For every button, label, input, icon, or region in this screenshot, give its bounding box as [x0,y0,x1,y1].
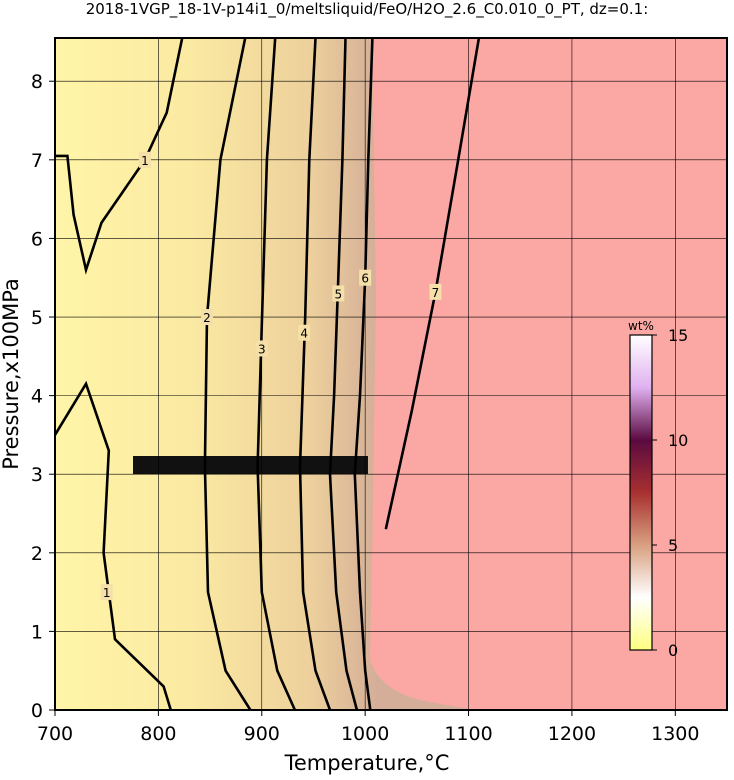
y-tick-label: 3 [31,464,43,486]
y-tick-label: 6 [31,228,43,250]
colorbar: wt% 0 5 10 15 [628,319,688,660]
contour-label: 6 [361,272,369,286]
chart-title: 2018-1VGP_18-1V-p14i1_0/meltsliquid/FeO/… [86,0,649,19]
y-tick-label: 7 [31,150,43,172]
contour-label-bg [332,285,345,302]
contour-label-bg [298,324,311,341]
colorbar-fill [629,334,653,651]
contour-line [353,38,374,710]
colorbar-tick-label: 10 [668,431,688,450]
contour-line [55,380,173,710]
colorbar-tick-label: 15 [668,326,688,345]
colorbar-tick-label: 0 [668,641,678,660]
x-tick-label: 900 [244,723,280,745]
y-tick-label: 1 [31,621,43,643]
colorbar-tick-label: 5 [668,536,678,555]
x-axis-label: Temperature,°C [284,751,450,775]
y-tick-label: 0 [31,700,43,722]
contour-label: 4 [300,327,308,341]
contour-label-bg [255,340,268,357]
contour-line [328,38,359,710]
y-tick-label: 8 [31,71,43,93]
contour-label: 3 [258,342,266,356]
contour-label: 7 [432,286,440,300]
x-tick-label: 800 [140,723,176,745]
y-tick-label: 4 [31,386,43,408]
contour-label-bg [200,309,213,326]
artifact-band [133,456,368,474]
x-tick-label: 1100 [444,723,492,745]
contour-line [298,38,332,710]
contour-line [256,38,297,710]
y-tick-label: 2 [31,543,43,565]
x-tick-label: 1300 [651,723,699,745]
contour-label-bg [138,151,151,168]
contour-label: 1 [141,154,149,168]
contour-label-bg [429,283,442,300]
plot-frame [54,37,728,711]
contour-line [203,38,252,710]
contour-label: 2 [203,311,211,325]
contour-label: 1 [103,586,111,600]
contour-label-bg [359,269,372,286]
contour-label: 5 [334,287,342,301]
colorbar-label: wt% [628,319,654,333]
contour-line [55,38,184,275]
x-tick-label: 1000 [341,723,389,745]
x-tick-label: 700 [37,723,73,745]
grid [55,38,727,710]
y-tick-label: 5 [31,307,43,329]
plot-area: 1 1 2 3 4 5 6 7 [55,38,727,710]
contour-label-bg [100,584,113,601]
contours: 1 1 2 3 4 5 6 7 [55,38,481,710]
y-axis-label: Pressure,x100MPa [0,278,23,470]
solid-field [370,38,727,710]
x-tick-label: 1200 [548,723,596,745]
